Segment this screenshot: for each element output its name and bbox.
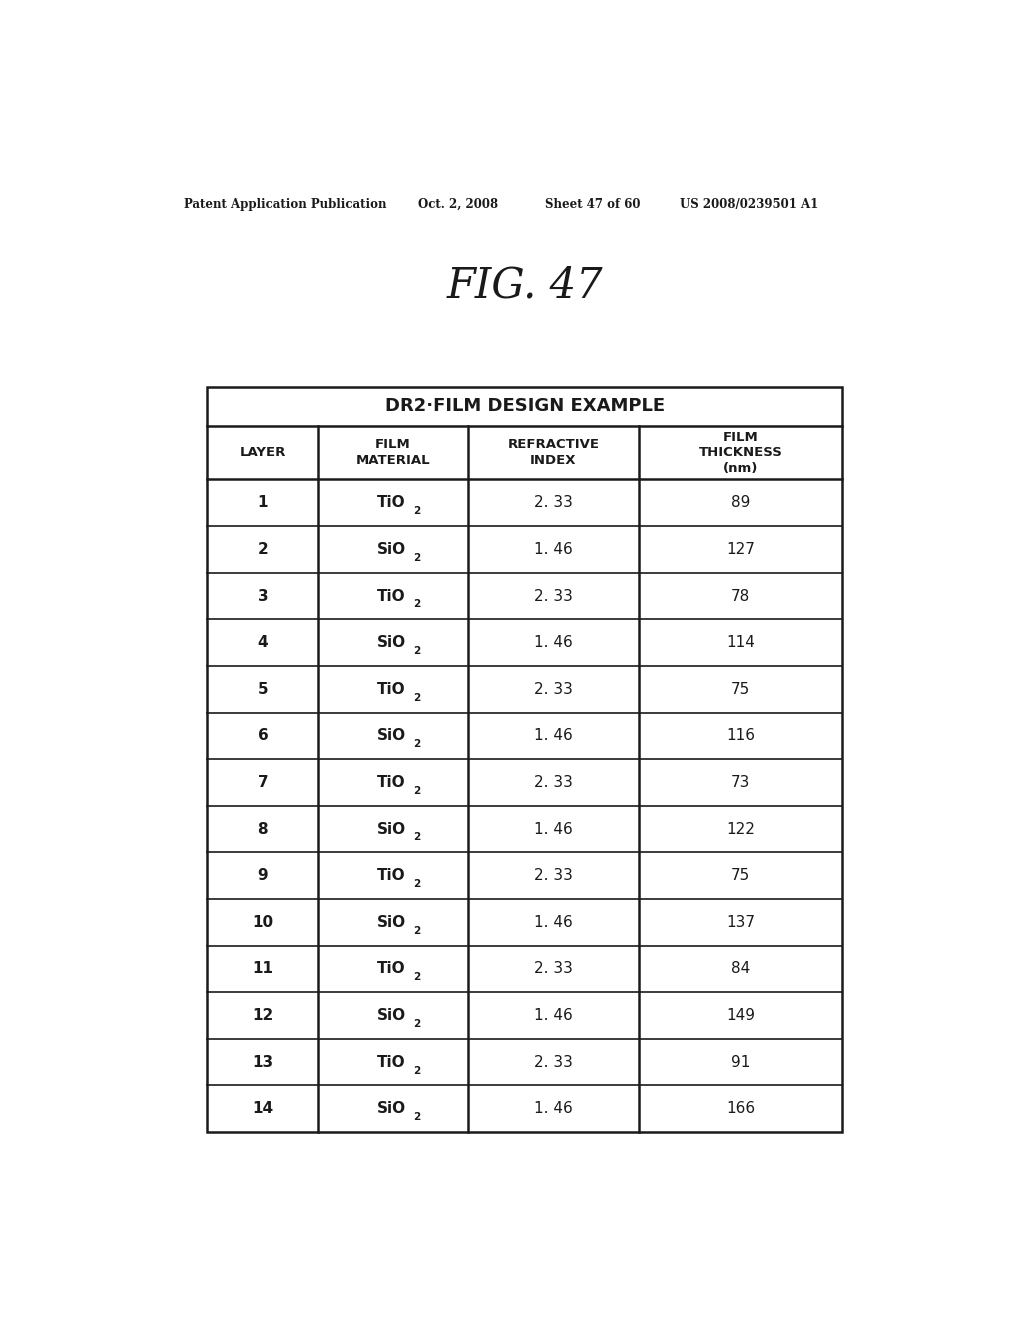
Text: 2. 33: 2. 33	[534, 589, 572, 603]
Text: 78: 78	[731, 589, 751, 603]
Text: Patent Application Publication: Patent Application Publication	[183, 198, 386, 211]
Text: 2: 2	[258, 543, 268, 557]
Text: 14: 14	[252, 1101, 273, 1117]
Text: 2: 2	[414, 1019, 421, 1030]
Text: TiO: TiO	[377, 495, 406, 511]
Text: 2. 33: 2. 33	[534, 961, 572, 977]
Text: 116: 116	[726, 729, 755, 743]
Text: 2: 2	[414, 1065, 421, 1076]
Text: 1. 46: 1. 46	[534, 915, 572, 929]
Text: 1. 46: 1. 46	[534, 1008, 572, 1023]
Text: TiO: TiO	[377, 869, 406, 883]
Text: 4: 4	[258, 635, 268, 651]
Text: 2. 33: 2. 33	[534, 775, 572, 789]
Text: 122: 122	[726, 821, 755, 837]
Text: 2: 2	[414, 879, 421, 890]
Text: 114: 114	[726, 635, 755, 651]
Text: 1. 46: 1. 46	[534, 1101, 572, 1117]
Text: 1: 1	[258, 495, 268, 511]
Text: 1. 46: 1. 46	[534, 821, 572, 837]
Text: TiO: TiO	[377, 681, 406, 697]
Text: 75: 75	[731, 681, 751, 697]
Text: 2: 2	[414, 693, 421, 702]
Text: SiO: SiO	[377, 543, 406, 557]
Text: 2. 33: 2. 33	[534, 1055, 572, 1069]
Text: 75: 75	[731, 869, 751, 883]
Text: 1. 46: 1. 46	[534, 543, 572, 557]
Text: 12: 12	[252, 1008, 273, 1023]
Text: LAYER: LAYER	[240, 446, 286, 459]
Text: 2: 2	[414, 973, 421, 982]
Text: 2: 2	[414, 645, 421, 656]
Text: 73: 73	[731, 775, 751, 789]
Text: 166: 166	[726, 1101, 756, 1117]
Text: 2: 2	[414, 925, 421, 936]
Text: SiO: SiO	[377, 729, 406, 743]
Text: 1. 46: 1. 46	[534, 729, 572, 743]
Text: 5: 5	[258, 681, 268, 697]
Bar	[207, 387, 843, 1133]
Text: 2. 33: 2. 33	[534, 869, 572, 883]
Text: 2. 33: 2. 33	[534, 495, 572, 511]
Text: 9: 9	[258, 869, 268, 883]
Text: 2: 2	[414, 739, 421, 750]
Text: 11: 11	[252, 961, 273, 977]
Text: 2: 2	[414, 553, 421, 562]
Text: TiO: TiO	[377, 589, 406, 603]
Text: SiO: SiO	[377, 821, 406, 837]
Text: 2: 2	[414, 506, 421, 516]
Text: 6: 6	[258, 729, 268, 743]
Text: 127: 127	[726, 543, 755, 557]
Text: TiO: TiO	[377, 1055, 406, 1069]
Text: TiO: TiO	[377, 961, 406, 977]
Text: 91: 91	[731, 1055, 751, 1069]
Text: 13: 13	[252, 1055, 273, 1069]
Text: 3: 3	[258, 589, 268, 603]
Text: FILM
THICKNESS
(nm): FILM THICKNESS (nm)	[698, 430, 782, 475]
Text: 8: 8	[258, 821, 268, 837]
Text: 2. 33: 2. 33	[534, 681, 572, 697]
Text: US 2008/0239501 A1: US 2008/0239501 A1	[680, 198, 818, 211]
Text: FILM
MATERIAL: FILM MATERIAL	[355, 438, 430, 467]
Text: 2: 2	[414, 833, 421, 842]
Text: 149: 149	[726, 1008, 755, 1023]
Text: 2: 2	[414, 599, 421, 610]
Text: SiO: SiO	[377, 1101, 406, 1117]
Text: 84: 84	[731, 961, 751, 977]
Text: 2: 2	[414, 1113, 421, 1122]
Text: 2: 2	[414, 785, 421, 796]
Text: FIG. 47: FIG. 47	[446, 264, 603, 306]
Text: TiO: TiO	[377, 775, 406, 789]
Text: SiO: SiO	[377, 1008, 406, 1023]
Text: Oct. 2, 2008: Oct. 2, 2008	[418, 198, 498, 211]
Text: DR2·FILM DESIGN EXAMPLE: DR2·FILM DESIGN EXAMPLE	[385, 397, 665, 416]
Text: SiO: SiO	[377, 915, 406, 929]
Text: REFRACTIVE
INDEX: REFRACTIVE INDEX	[507, 438, 599, 467]
Text: Sheet 47 of 60: Sheet 47 of 60	[545, 198, 640, 211]
Text: SiO: SiO	[377, 635, 406, 651]
Text: 10: 10	[252, 915, 273, 929]
Text: 1. 46: 1. 46	[534, 635, 572, 651]
Text: 7: 7	[258, 775, 268, 789]
Text: 89: 89	[731, 495, 751, 511]
Text: 137: 137	[726, 915, 755, 929]
